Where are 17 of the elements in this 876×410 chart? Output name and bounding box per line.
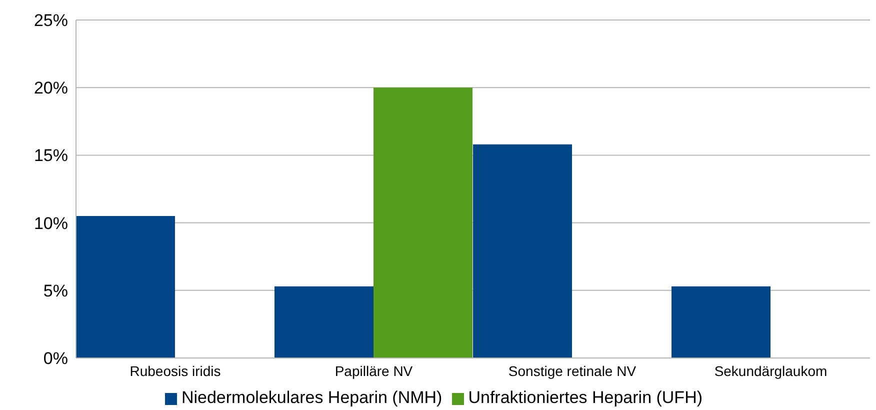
- bar: [374, 88, 472, 358]
- y-tick-label: 20%: [34, 78, 68, 98]
- bar: [76, 216, 175, 358]
- y-tick-label: 0%: [43, 349, 68, 368]
- y-tick-label: 15%: [34, 146, 68, 166]
- x-tick-label: Sekundärglaukom: [714, 362, 828, 379]
- x-tick-label: Papilläre NV: [334, 362, 414, 379]
- x-tick-label: Rubeosis iridis: [130, 362, 221, 379]
- legend-label: Niedermolekulares Heparin (NMH): [181, 388, 442, 407]
- y-tick-label: 10%: [34, 214, 68, 233]
- y-tick-label: 25%: [34, 11, 68, 30]
- bar: [473, 144, 572, 358]
- bar: [274, 286, 374, 358]
- bar: [672, 286, 770, 358]
- y-tick-label: 5%: [43, 281, 68, 300]
- legend-label: Unfraktioniertes Heparin (UFH): [468, 388, 703, 407]
- x-tick-label: Sonstige retinale NV: [508, 362, 637, 379]
